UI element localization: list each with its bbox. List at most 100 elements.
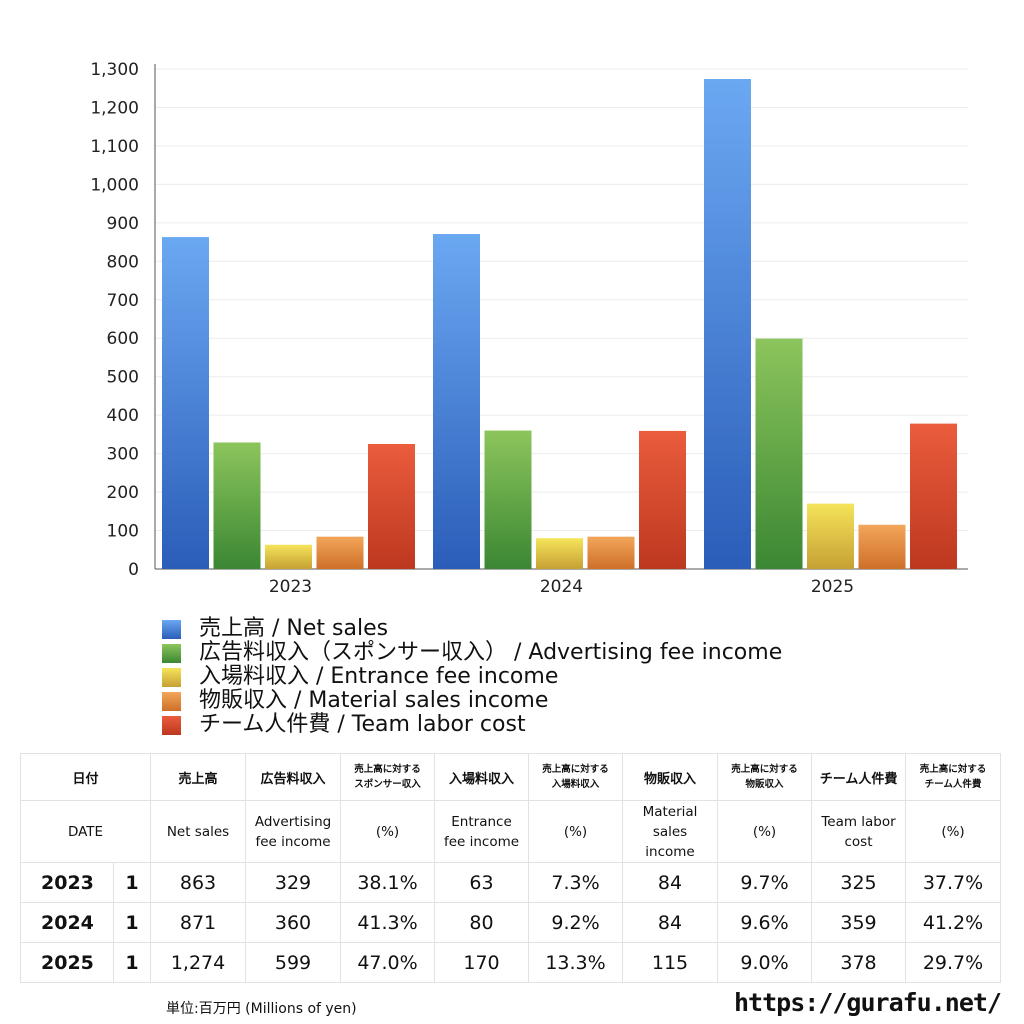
y-tick-label: 1,300	[90, 60, 139, 80]
x-tick-label: 2023	[269, 577, 312, 597]
table-cell: 360	[245, 902, 342, 943]
bar-2023-series-2	[265, 544, 312, 569]
header-cell: (%)	[717, 800, 813, 863]
unit-note: 単位:百万円 (Millions of yen)	[166, 1001, 357, 1017]
y-tick-label: 1,200	[90, 98, 139, 118]
bar-2023-series-4	[368, 444, 415, 569]
table-cell: 359	[811, 902, 907, 943]
data-table: 日付 売上高 広告料収入 売上高に対する スポンサー収入 入場料収入 売上高に対する 入場料収…	[19, 753, 1002, 983]
y-tick-label: 600	[107, 329, 139, 349]
legend-label: 売上高 / Net sales	[199, 616, 389, 641]
legend-item: 売上高 / Net sales	[162, 617, 782, 641]
table-cell: 9.7%	[717, 862, 813, 903]
bar-2024-series-4	[639, 430, 686, 569]
header-cell: 入場料収入	[434, 753, 530, 801]
table-cell: 63	[434, 862, 530, 903]
header-cell: 日付	[19, 753, 152, 801]
legend-item: 入場料収入 / Entrance fee income	[162, 665, 782, 689]
table-cell: 115	[622, 942, 719, 983]
header-cell: Entrance fee income	[434, 800, 530, 863]
legend-swatch	[162, 715, 181, 735]
table-cell: 9.2%	[528, 902, 624, 943]
bar-2023-series-3	[316, 536, 364, 569]
legend-label: 広告料収入（スポンサー収入） / Advertising fee income	[199, 640, 783, 665]
y-tick-label: 1,000	[90, 175, 139, 195]
table-cell: 41.2%	[905, 902, 1002, 943]
table-row: 2024 1 871 360 41.3% 80 9.2% 84 9.6% 359 41.2%	[20, 902, 1002, 943]
header-cell: チーム人件費	[811, 753, 907, 801]
table-cell: 170	[434, 942, 530, 983]
legend-item: 物販収入 / Material sales income	[162, 689, 782, 713]
table-cell: 863	[150, 862, 247, 903]
table-cell: 13.3%	[528, 942, 624, 983]
header-cell: 売上高に対する 入場料収入	[528, 753, 624, 801]
bar-2025-series-1	[755, 338, 803, 569]
table-cell: 1	[112, 902, 152, 943]
header-cell: Material sales income	[622, 800, 719, 863]
table-cell: 47.0%	[340, 942, 436, 983]
bar-2024-series-1	[484, 430, 532, 569]
bar-2025-series-2	[807, 503, 854, 569]
legend-label: 入場料収入 / Entrance fee income	[199, 664, 559, 689]
legend-label: 物販収入 / Material sales income	[199, 688, 549, 713]
table-cell: 2023	[20, 862, 114, 903]
header-cell: 売上高に対する 物販収入	[717, 753, 813, 801]
header-cell: (%)	[340, 800, 436, 863]
y-tick-label: 100	[107, 522, 139, 542]
table-cell: 1,274	[150, 942, 247, 983]
legend-swatch	[162, 643, 181, 663]
y-tick-label: 800	[107, 252, 139, 272]
y-tick-label: 0	[128, 560, 139, 580]
bar-chart: 0 100 200 300 400 500 600 700 800 900 1,000 1,100 1,…	[90, 60, 968, 597]
table-cell: 1	[112, 942, 152, 983]
table-cell: 38.1%	[340, 862, 436, 903]
header-cell: 売上高に対する チーム人件費	[905, 753, 1002, 801]
legend-item: 広告料収入（スポンサー収入） / Advertising fee income	[162, 641, 782, 665]
legend-swatch	[162, 619, 181, 639]
y-tick-label: 400	[107, 406, 139, 426]
bar-2023-series-0	[162, 237, 209, 570]
site-url[interactable]: https://gurafu.net/	[734, 988, 1002, 1017]
header-cell: 物販収入	[622, 753, 719, 801]
table-cell: 84	[622, 862, 719, 903]
y-tick-label: 900	[107, 214, 139, 234]
bar-2025-series-3	[858, 524, 906, 569]
table-cell: 37.7%	[905, 862, 1002, 903]
y-tick-label: 300	[107, 445, 139, 465]
legend: 売上高 / Net sales 広告料収入（スポンサー収入） / Advertis…	[162, 617, 782, 737]
bar-2024-series-0	[433, 234, 480, 569]
header-cell: (%)	[905, 800, 1002, 863]
table-cell: 7.3%	[528, 862, 624, 903]
table-cell: 599	[245, 942, 342, 983]
legend-swatch	[162, 667, 181, 687]
header-row-en: DATE Net sales Advertising fee income (%) Ent…	[19, 800, 1002, 863]
bar-2024-series-3	[587, 536, 635, 569]
y-tick-label: 200	[107, 483, 139, 503]
table-cell: 41.3%	[340, 902, 436, 943]
table-cell: 378	[811, 942, 907, 983]
legend-label: チーム人件費 / Team labor cost	[199, 712, 526, 737]
bar-2024-series-2	[536, 538, 583, 569]
table-row: 2023 1 863 329 38.1% 63 7.3% 84 9.7% 325 37.7%	[20, 862, 1002, 903]
table-cell: 871	[150, 902, 247, 943]
x-tick-label: 2025	[811, 577, 854, 597]
header-cell: 広告料収入	[245, 753, 342, 801]
legend-item: チーム人件費 / Team labor cost	[162, 713, 782, 737]
y-tick-label: 1,100	[90, 137, 139, 157]
table-cell: 9.0%	[717, 942, 813, 983]
table-cell: 9.6%	[717, 902, 813, 943]
y-tick-label: 500	[107, 368, 139, 388]
bar-2025-series-0	[704, 79, 751, 569]
table-cell: 2024	[20, 902, 114, 943]
table-cell: 2025	[20, 942, 114, 983]
y-tick-label: 700	[107, 291, 139, 311]
header-cell: Net sales	[150, 800, 247, 863]
table-cell: 325	[811, 862, 907, 903]
header-cell: DATE	[19, 800, 152, 863]
x-tick-label: 2024	[540, 577, 583, 597]
table-cell: 1	[112, 862, 152, 903]
header-cell: Advertising fee income	[245, 800, 342, 863]
table-cell: 80	[434, 902, 530, 943]
header-cell: Team labor cost	[811, 800, 907, 863]
header-cell: 売上高に対する スポンサー収入	[340, 753, 436, 801]
